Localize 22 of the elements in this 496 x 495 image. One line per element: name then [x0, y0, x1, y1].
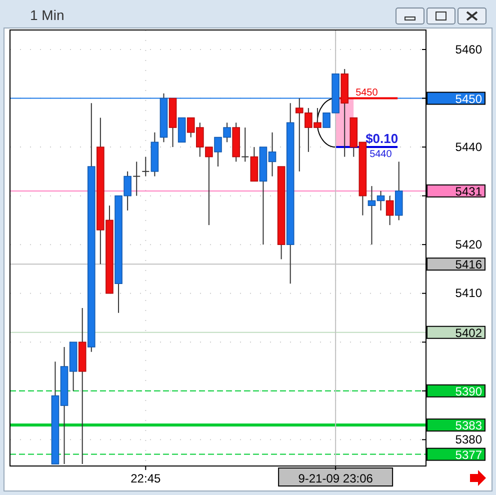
y-tick-label: 5460	[455, 42, 482, 56]
ref-line-label: 5402	[455, 326, 482, 340]
annotation: $0.10	[366, 131, 398, 146]
y-tick-label: 5440	[455, 140, 482, 154]
annotation: 5440	[370, 149, 392, 160]
chart-title: 1 Min	[30, 7, 64, 23]
y-tick-label: 5410	[455, 286, 482, 300]
candlestick	[386, 195, 394, 226]
text: 5450	[455, 92, 482, 106]
candlestick	[132, 161, 141, 196]
x-tick-label: 22:45	[130, 472, 161, 486]
ref-line-label: 5390	[455, 384, 482, 398]
x-tick-label: 9-21-09 23:06	[298, 472, 374, 486]
candlestick	[142, 156, 150, 177]
y-tick-label: 5380	[455, 432, 482, 447]
ref-line-label: 5450	[356, 87, 378, 98]
ref-line-label: 5416	[455, 258, 482, 272]
y-tick-label: 5420	[455, 237, 482, 252]
ref-line-label: 5377	[455, 448, 482, 462]
ref-line-label: 5431	[455, 184, 482, 198]
ref-line-label: 5383	[455, 418, 482, 433]
candlestick	[241, 127, 250, 162]
